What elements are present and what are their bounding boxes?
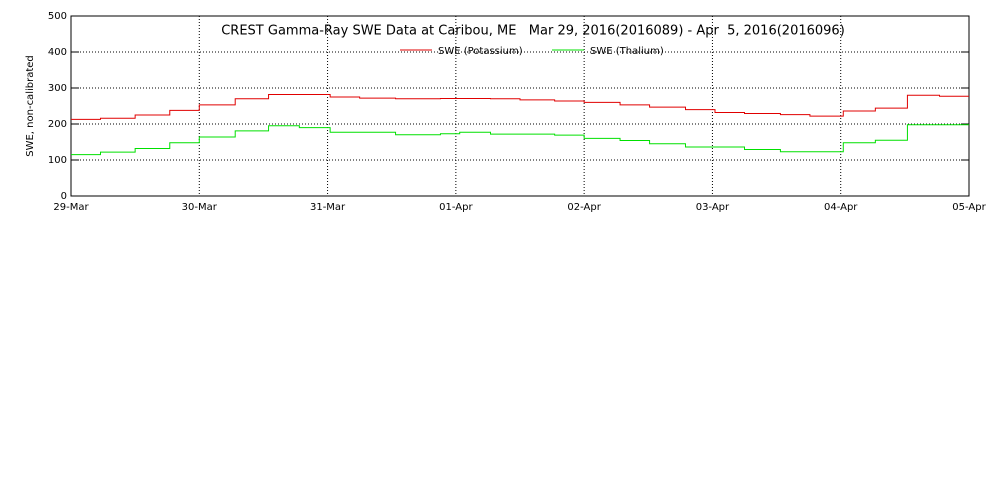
x-tick-label: 31-Mar [310, 202, 346, 213]
data-line [71, 93, 969, 120]
x-tick-label: 05-Apr [952, 202, 986, 213]
y-tick-label: 300 [48, 83, 67, 94]
y-tick-label: 200 [48, 119, 67, 130]
y-tick-label: 400 [48, 47, 67, 58]
legend-label: SWE (Thalium) [590, 46, 664, 57]
x-tick-label: 03-Apr [696, 202, 730, 213]
chart-title: CREST Gamma-Ray SWE Data at Caribou, ME … [221, 24, 845, 39]
y-tick-label: 500 [48, 11, 67, 22]
y-tick-label: 0 [61, 191, 67, 202]
x-tick-label: 04-Apr [824, 202, 858, 213]
x-tick-label: 29-Mar [53, 202, 89, 213]
y-axis-label: SWE, non-calibrated [25, 55, 36, 157]
x-tick-label: 01-Apr [439, 202, 473, 213]
y-tick-label: 100 [48, 155, 67, 166]
legend-label: SWE (Potassium) [438, 46, 523, 57]
data-line [71, 124, 969, 156]
x-tick-label: 02-Apr [567, 202, 601, 213]
plot-frame [70, 15, 970, 197]
x-tick-label: 30-Mar [182, 202, 218, 213]
